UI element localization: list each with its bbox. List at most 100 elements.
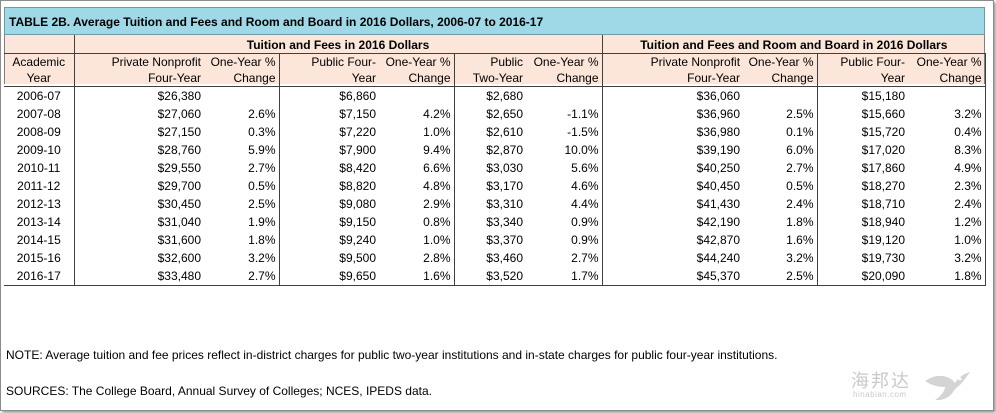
value-cell: $33,480: [73, 267, 204, 286]
value-cell: $18,710: [861, 197, 906, 211]
table-row: 2009-10 $28,760 5.9% $7,900 9.4% $2,870 10.0% $…: [4, 141, 986, 159]
year-cell: 2011-12: [17, 179, 61, 193]
value-cell: $3,460: [486, 251, 523, 265]
col-header-line2: Change: [771, 71, 814, 85]
table-row: 2010-11 $29,550 2.7% $8,420 6.6% $3,030 5.6% $4…: [4, 159, 986, 177]
value-cell: 0.4%: [908, 123, 986, 141]
value-cell: 2.7%: [204, 267, 280, 286]
year-cell: 2016-17: [4, 267, 74, 286]
group-header-tuition: Tuition and Fees in 2016 Dollars: [73, 35, 603, 54]
col-header-line2: Change: [408, 71, 451, 85]
value-cell: $7,150: [339, 107, 376, 121]
value-cell: [908, 86, 986, 105]
table-title: TABLE 2B. Average Tuition and Fees and R…: [4, 7, 985, 35]
col-header-7: Private Nonprofit Four-Year: [601, 53, 744, 87]
value-cell: $29,700: [73, 177, 204, 195]
value-cell: $32,600: [73, 249, 204, 267]
value-cell: 2.7%: [743, 159, 818, 177]
value-cell: 2.9%: [379, 195, 455, 213]
col-header-line2: Four-Year: [687, 71, 741, 85]
value-cell: 4.4%: [526, 195, 603, 213]
col-header-line2: Year: [351, 71, 376, 85]
value-cell: $15,720: [861, 125, 906, 139]
year-cell: 2014-15: [16, 233, 61, 247]
value-cell: 10.0%: [526, 141, 603, 159]
value-cell: 2.5%: [204, 195, 280, 213]
value-cell: 6.6%: [379, 159, 455, 177]
value-cell: 0.5%: [743, 177, 818, 195]
value-cell: $39,190: [601, 141, 744, 159]
col-header-5: Public Two-Year: [454, 53, 526, 87]
value-cell: 9.4%: [379, 141, 455, 159]
value-cell: 6.0%: [743, 141, 818, 159]
value-cell: $19,730: [861, 251, 906, 265]
group-header-room-board: Tuition and Fees and Room and Board in 2…: [601, 35, 986, 54]
table-row: 2006-07 $26,380 $6,860 $2,680 $36,060 $15,180: [4, 86, 986, 105]
value-cell: $40,250: [601, 159, 744, 177]
value-cell: 2.5%: [743, 267, 818, 286]
col-header-4: One-Year % Change: [379, 53, 455, 87]
table-row: 2015-16 $32,600 3.2% $9,500 2.8% $3,460 2.7% $4…: [4, 249, 986, 267]
value-cell: 3.2%: [908, 249, 986, 267]
value-cell: $8,820: [339, 179, 376, 193]
value-cell: $8,420: [339, 161, 376, 175]
col-header-3: Public Four- Year: [279, 53, 379, 87]
col-header-2: One-Year % Change: [204, 53, 280, 87]
year-cell: 2008-09: [16, 125, 61, 139]
value-cell: $26,380: [73, 86, 204, 105]
value-cell: 1.8%: [743, 213, 818, 231]
value-cell: $44,240: [601, 249, 744, 267]
value-cell: $9,240: [339, 233, 376, 247]
value-cell: 2.3%: [908, 177, 986, 195]
value-cell: 3.2%: [204, 249, 280, 267]
value-cell: $36,060: [601, 86, 744, 105]
value-cell: -1.1%: [526, 105, 603, 123]
col-header-line1: Academic: [12, 55, 66, 69]
year-cell: 2006-07: [16, 89, 61, 103]
col-header-10: One-Year % Change: [908, 53, 986, 87]
col-header-line1: One-Year %: [533, 55, 599, 69]
value-cell: $42,870: [601, 231, 744, 249]
value-cell: 1.6%: [743, 231, 818, 249]
value-cell: $45,370: [601, 267, 744, 286]
value-cell: 2.5%: [743, 105, 818, 123]
col-header-line1: One-Year %: [210, 55, 276, 69]
value-cell: 2.4%: [743, 195, 818, 213]
col-header-line2: Change: [233, 71, 276, 85]
column-header-row: Academic Year Private Nonprofit Four-Year On…: [4, 53, 986, 87]
col-header-line1: Private Nonprofit: [650, 55, 741, 69]
col-header-line1: One-Year %: [385, 55, 451, 69]
value-cell: 1.2%: [908, 213, 986, 231]
value-cell: 0.8%: [379, 213, 455, 231]
value-cell: $31,600: [73, 231, 204, 249]
table-row: 2014-15 $31,600 1.8% $9,240 1.0% $3,370 0.9% $4…: [4, 231, 986, 249]
value-cell: $27,060: [73, 105, 204, 123]
col-header-line1: Public Four-: [840, 55, 906, 69]
value-cell: $2,680: [486, 89, 523, 103]
value-cell: 5.9%: [204, 141, 280, 159]
col-header-6: One-Year % Change: [526, 53, 603, 87]
note-text: NOTE: Average tuition and fee prices ref…: [6, 348, 778, 362]
year-cell: 2015-16: [16, 251, 61, 265]
value-cell: -1.5%: [526, 123, 603, 141]
value-cell: 2.7%: [204, 159, 280, 177]
value-cell: $6,860: [339, 89, 376, 103]
value-cell: 2.7%: [526, 249, 603, 267]
value-cell: [204, 86, 280, 105]
table-row: 2013-14 $31,040 1.9% $9,150 0.8% $3,340 0.9% $4…: [4, 213, 986, 231]
value-cell: $27,150: [73, 123, 204, 141]
value-cell: $31,040: [73, 213, 204, 231]
value-cell: $18,270: [861, 179, 906, 193]
value-cell: $9,500: [339, 251, 376, 265]
col-header-1: Private Nonprofit Four-Year: [73, 53, 204, 87]
value-cell: 2.6%: [204, 105, 280, 123]
col-header-line2: Year: [880, 71, 906, 85]
value-cell: 1.6%: [379, 267, 455, 286]
value-cell: $2,650: [486, 107, 523, 121]
watermark-subtext: hinabian.com: [853, 390, 907, 399]
value-cell: $20,090: [817, 267, 909, 286]
value-cell: $40,450: [601, 177, 744, 195]
col-header-line1: Public: [490, 55, 523, 69]
value-cell: $42,190: [601, 213, 744, 231]
value-cell: 0.1%: [743, 123, 818, 141]
